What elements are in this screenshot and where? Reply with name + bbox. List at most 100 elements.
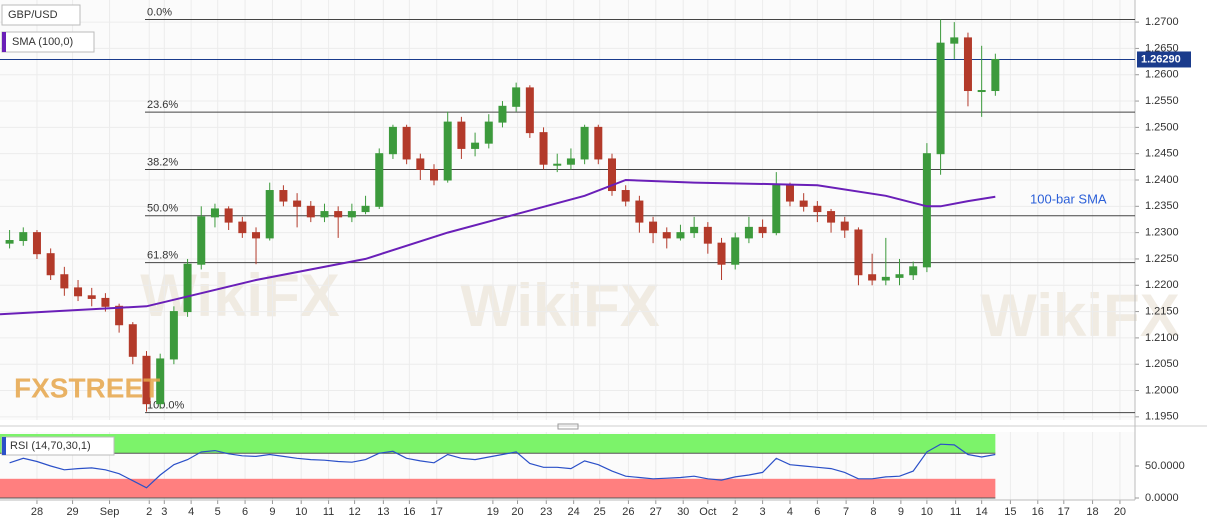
candle-body bbox=[594, 126, 603, 160]
x-tick-label: 25 bbox=[594, 506, 606, 518]
candle-body bbox=[115, 305, 124, 326]
candle-body bbox=[183, 263, 192, 313]
x-tick-label: 24 bbox=[568, 506, 580, 518]
candle-body bbox=[60, 274, 69, 289]
candle-body bbox=[128, 324, 137, 357]
candle-body bbox=[74, 287, 83, 297]
candle-body bbox=[498, 105, 507, 123]
price-panel bbox=[0, 0, 1135, 420]
candle-body bbox=[580, 126, 589, 160]
x-tick-label: 6 bbox=[814, 506, 820, 518]
x-tick-label: 29 bbox=[66, 506, 78, 518]
candle-body bbox=[238, 221, 247, 234]
y-tick-label: 1.2650 bbox=[1145, 42, 1179, 54]
x-tick-label: 6 bbox=[242, 506, 248, 518]
candle-body bbox=[265, 190, 274, 239]
x-tick-label: 10 bbox=[921, 506, 933, 518]
y-tick-label: 1.2700 bbox=[1145, 16, 1179, 28]
candle-body bbox=[443, 121, 452, 181]
candle-body bbox=[430, 168, 439, 181]
last-price-box bbox=[1137, 51, 1191, 68]
candle-body bbox=[690, 226, 699, 234]
candle-body bbox=[854, 229, 863, 276]
fib-label: 0.0% bbox=[147, 6, 172, 18]
x-tick-label: 16 bbox=[1032, 506, 1044, 518]
last-price-label: 1.26290 bbox=[1141, 53, 1181, 65]
candle-body bbox=[347, 211, 356, 218]
legend-rsi: RSI (14,70,30,1) bbox=[10, 440, 91, 452]
x-tick-label: 11 bbox=[323, 506, 334, 518]
candle-body bbox=[539, 132, 548, 165]
candle-body bbox=[744, 226, 753, 239]
candle-body bbox=[840, 221, 849, 231]
candle-body bbox=[197, 216, 206, 265]
x-tick-label: 12 bbox=[348, 506, 360, 518]
x-tick-label: 28 bbox=[31, 506, 43, 518]
candle-body bbox=[703, 226, 712, 244]
candle-body bbox=[868, 274, 877, 281]
legend-swatch bbox=[2, 32, 6, 52]
x-tick-label: 5 bbox=[215, 506, 221, 518]
candle-body bbox=[991, 58, 1000, 92]
rsi-band bbox=[0, 478, 996, 498]
candle-body bbox=[813, 205, 822, 213]
y-tick-label: 1.2400 bbox=[1145, 174, 1179, 186]
candle-body bbox=[977, 90, 986, 93]
legend-box bbox=[1, 4, 81, 26]
y-tick-label: 1.2000 bbox=[1145, 384, 1179, 396]
plot: 0.0%23.6%38.2%50.0%61.8%100.0%1.26290 bbox=[0, 6, 1191, 499]
x-tick-label: 10 bbox=[295, 506, 307, 518]
x-tick-label: 14 bbox=[976, 506, 988, 518]
candle-body bbox=[252, 232, 261, 239]
candle-body bbox=[922, 153, 931, 268]
y-tick-label: 50.0000 bbox=[1145, 460, 1185, 472]
y-tick-label: 0.0000 bbox=[1145, 492, 1179, 504]
rsi-line bbox=[9, 443, 996, 489]
legend-symbol: GBP/USD bbox=[8, 9, 58, 21]
y-tick-label: 1.2150 bbox=[1145, 305, 1179, 317]
candle-body bbox=[772, 184, 781, 234]
x-tick-label: 16 bbox=[403, 506, 415, 518]
y-tick-label: 1.2300 bbox=[1145, 227, 1179, 239]
candle-body bbox=[512, 87, 521, 107]
fib-label: 50.0% bbox=[147, 203, 178, 215]
candle-body bbox=[525, 87, 534, 134]
candle-body bbox=[320, 211, 329, 218]
x-tick-label: 2 bbox=[732, 506, 738, 518]
candle-body bbox=[334, 211, 343, 218]
candle-body bbox=[375, 153, 384, 207]
x-tick-label: 2 bbox=[146, 506, 152, 518]
x-tick-label: 11 bbox=[950, 506, 961, 518]
candle-body bbox=[963, 37, 972, 92]
x-tick-label: 23 bbox=[540, 506, 552, 518]
candle-body bbox=[388, 126, 397, 155]
candle-body bbox=[799, 200, 808, 207]
candle-body bbox=[607, 158, 616, 192]
legend-sma: SMA (100,0) bbox=[12, 36, 73, 48]
candle-body bbox=[224, 208, 233, 223]
candle-body bbox=[142, 355, 151, 405]
x-tick-label: 8 bbox=[870, 506, 876, 518]
candle-body bbox=[46, 253, 55, 276]
candle-body bbox=[210, 208, 219, 218]
candle-body bbox=[416, 158, 425, 170]
x-tick-label: 26 bbox=[622, 506, 634, 518]
x-tick-label: 3 bbox=[161, 506, 167, 518]
x-tick-label: Sep bbox=[100, 506, 120, 518]
candle-body bbox=[909, 266, 918, 276]
x-tick-label: 17 bbox=[1058, 506, 1070, 518]
fib-label: 23.6% bbox=[147, 99, 178, 111]
x-tick-label: 20 bbox=[511, 506, 523, 518]
candle-body bbox=[881, 276, 890, 281]
candle-body bbox=[676, 232, 685, 239]
candle-body bbox=[402, 126, 411, 160]
candle-body bbox=[621, 190, 630, 202]
candle-body bbox=[169, 311, 178, 360]
x-tick-label: 4 bbox=[188, 506, 194, 518]
candle-body bbox=[827, 211, 836, 223]
candle-body bbox=[306, 205, 315, 218]
y-tick-label: 1.2200 bbox=[1145, 279, 1179, 291]
y-tick-label: 1.2500 bbox=[1145, 121, 1179, 133]
x-tick-label: 4 bbox=[787, 506, 793, 518]
